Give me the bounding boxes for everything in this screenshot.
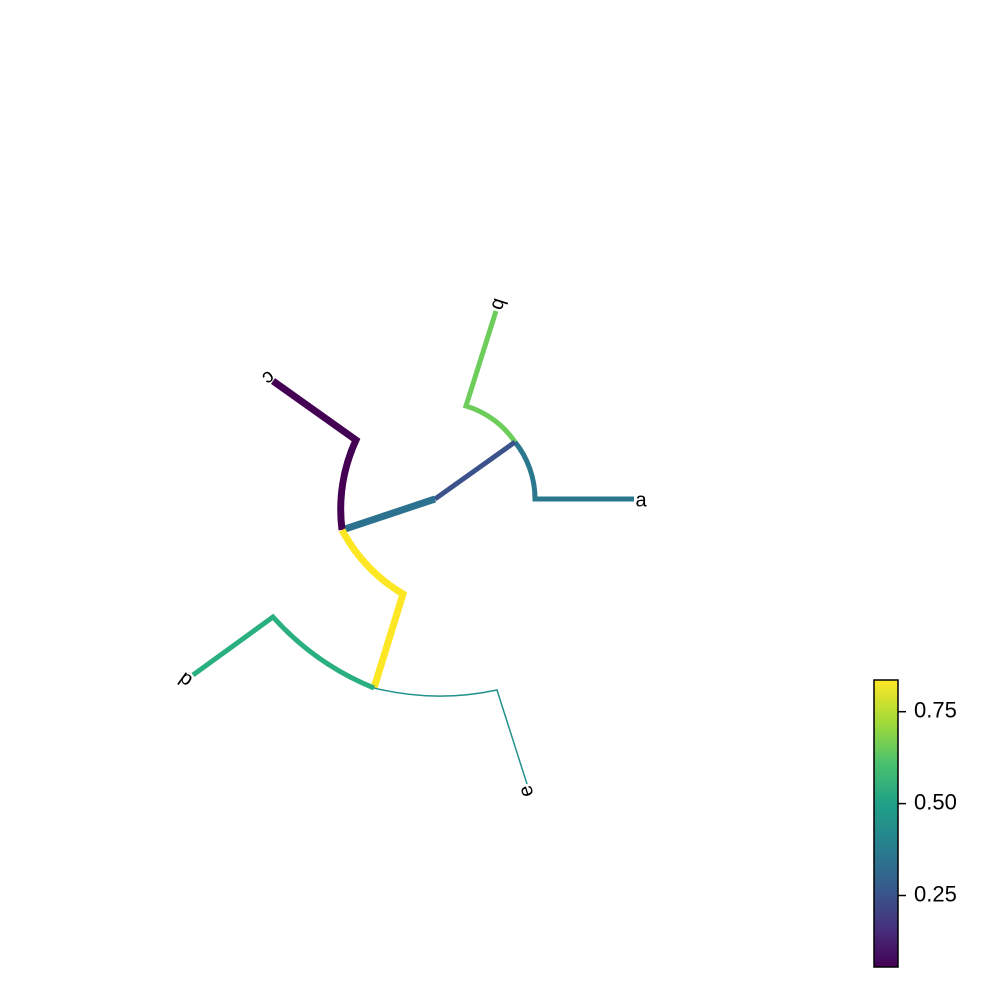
colorbar-gradient xyxy=(873,679,899,968)
branch-e xyxy=(373,687,528,785)
tip-label-c: c xyxy=(258,366,279,390)
tip-label-e: e xyxy=(514,783,538,800)
branch-d xyxy=(191,613,375,691)
colorbar: 0.25 0.50 0.75 xyxy=(873,679,957,968)
tree-branches xyxy=(191,310,634,785)
tip-labels: a b c d e xyxy=(175,296,648,800)
colorbar-tick-label: 0.50 xyxy=(914,789,957,814)
colorbar-ticks: 0.25 0.50 0.75 xyxy=(898,698,957,906)
tip-label-d: d xyxy=(175,667,197,691)
tip-label-a: a xyxy=(635,489,647,511)
colorbar-tick-label: 0.75 xyxy=(914,698,957,723)
colorbar-tick-label: 0.25 xyxy=(914,881,957,906)
branch-internal-ab xyxy=(433,439,517,502)
branch-a xyxy=(513,440,634,502)
branch-c xyxy=(270,378,361,531)
branch-internal-de xyxy=(338,528,408,690)
branch-b xyxy=(462,310,518,444)
branch-internal-ab-stem xyxy=(340,495,437,534)
tip-label-b: b xyxy=(487,296,511,313)
